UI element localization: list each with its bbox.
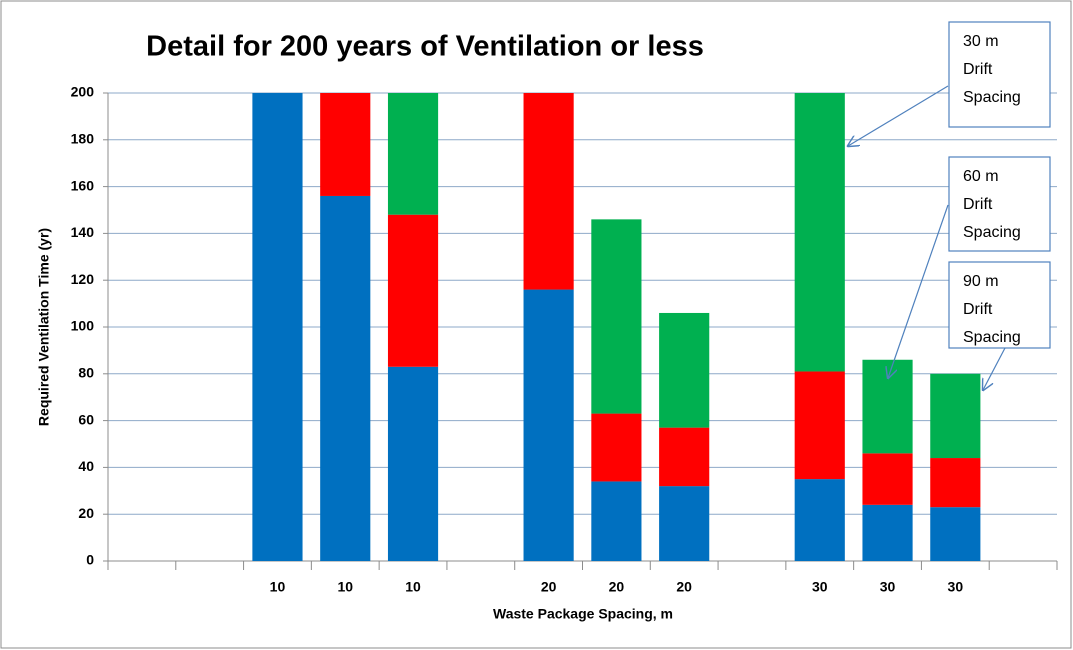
y-tick-label: 20 (78, 505, 94, 521)
x-tick-label: 30 (880, 579, 896, 595)
bar-segment (659, 312, 710, 428)
x-tick-label: 10 (337, 579, 353, 595)
x-tick-label: 20 (676, 579, 692, 595)
callout-text: Drift (963, 196, 993, 213)
bar-segment (659, 486, 710, 561)
callout-text: Drift (963, 61, 993, 78)
x-tick-label: 30 (812, 579, 828, 595)
x-axis-title: Waste Package Spacing, m (493, 606, 673, 622)
x-tick-label: 20 (609, 579, 625, 595)
callout-text: Drift (963, 301, 993, 318)
bar-segment (930, 507, 981, 561)
callout-box (948, 156, 1051, 252)
bar-segment (387, 93, 439, 215)
bar-segment (387, 366, 439, 561)
callout-arrow (983, 347, 1006, 390)
x-tick-label: 10 (405, 579, 421, 595)
bar-segment (794, 479, 845, 561)
y-axis-title: Required Ventilation Time (yr) (36, 228, 52, 426)
bar-segment (659, 427, 710, 487)
bar-segment (523, 93, 574, 290)
y-tick-label: 160 (71, 177, 95, 193)
bar-segment (862, 504, 913, 561)
callout-text: 90 m (963, 273, 999, 290)
callout-arrow (848, 85, 949, 146)
y-tick-label: 80 (78, 365, 94, 381)
bar-segment (591, 413, 642, 482)
plot-area: 0 20 40 60 80 100 120 140 160 180 200 10 10 10 20 20 20 3… (71, 84, 1058, 595)
bar-segment (387, 214, 439, 367)
bar-segment (523, 289, 574, 561)
bar-segment (320, 195, 371, 561)
y-tick-label: 140 (71, 224, 95, 240)
bar-segment (930, 373, 981, 459)
bar-segment (862, 359, 913, 454)
callout-box (948, 21, 1051, 128)
bar-segment (794, 93, 845, 372)
callout-text: 60 m (963, 168, 999, 185)
bar-segment (862, 453, 913, 505)
chart-title: Detail for 200 years of Ventilation or l… (146, 31, 704, 63)
bar-segment (591, 481, 642, 561)
bar-segment (930, 458, 981, 508)
callout-text: 30 m (963, 33, 999, 50)
callout-text: Spacing (963, 224, 1021, 241)
callout-arrow (888, 204, 949, 378)
bar-segment (591, 219, 642, 414)
y-tick-label: 180 (71, 131, 95, 147)
y-tick-label: 60 (78, 411, 94, 427)
y-tick-label: 100 (71, 318, 95, 334)
y-tick-label: 120 (71, 271, 95, 287)
callout-box (948, 261, 1051, 349)
y-tick-label: 40 (78, 458, 94, 474)
x-tick-label: 20 (541, 579, 557, 595)
bar-segment (252, 93, 303, 561)
annotations: 30 m Drift Spacing 60 m Drift Spacing 90 m Drif… (848, 21, 1051, 390)
y-tick-label: 200 (71, 84, 95, 100)
bar-segment (320, 93, 371, 196)
bars (252, 93, 981, 561)
callout-text: Spacing (963, 329, 1021, 346)
x-tick-label: 10 (270, 579, 286, 595)
y-tick-label: 0 (86, 552, 94, 568)
callout-text: Spacing (963, 89, 1021, 106)
bar-segment (794, 371, 845, 480)
x-tick-label: 30 (948, 579, 964, 595)
